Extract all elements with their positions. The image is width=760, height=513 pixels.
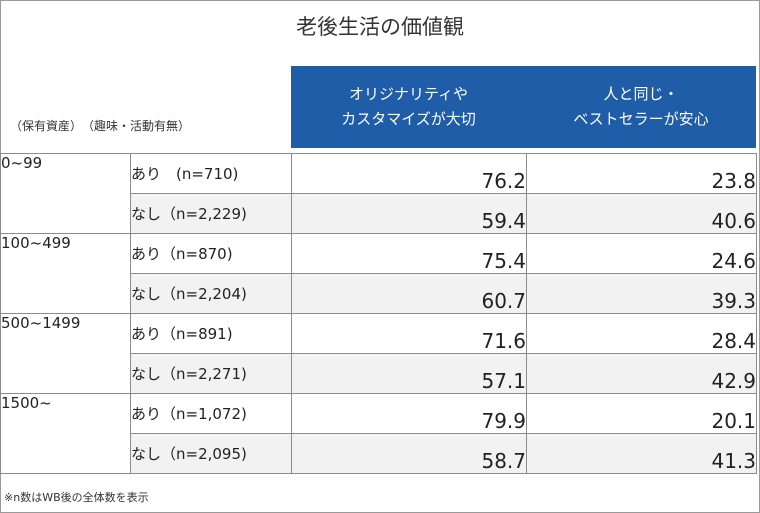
value-cell-bestseller: 40.6: [526, 193, 757, 234]
value-cell-originality: 79.9: [291, 393, 527, 434]
asset-cell: 1500~: [0, 393, 131, 474]
table-row: なし（n=2,095) 58.7 41.3: [1, 433, 757, 474]
hobby-group-label: （趣味・活動有無）: [82, 119, 191, 133]
value-cell-originality: 71.6: [291, 313, 527, 354]
value-cell-bestseller: 41.3: [526, 433, 757, 474]
hobby-cell: あり（n=891): [130, 313, 292, 354]
value-cell-bestseller: 42.9: [526, 353, 757, 394]
value-cell-bestseller: 39.3: [526, 273, 757, 314]
column-header-originality-line2: カスタマイズが大切: [341, 110, 476, 128]
asset-cell: 100~499: [0, 233, 131, 314]
footnote: ※n数はWB後の全体数を表示: [4, 491, 149, 504]
column-header-bestseller-line1: 人と同じ・: [603, 85, 679, 103]
asset-cell: 0~99: [0, 153, 131, 234]
hobby-cell: あり（n=870): [130, 233, 292, 274]
hobby-cell: なし（n=2,204): [130, 273, 292, 314]
value-cell-bestseller: 23.8: [526, 153, 757, 194]
value-cell-bestseller: 20.1: [526, 393, 757, 434]
hobby-cell: あり (n=710): [130, 153, 292, 194]
column-header-bestseller-line2: ベストセラーが安心: [573, 110, 709, 128]
value-cell-bestseller: 28.4: [526, 313, 757, 354]
chart-title: 老後生活の価値観: [296, 15, 464, 39]
hobby-cell: なし（n=2,229): [130, 193, 292, 234]
column-header-originality-line1: オリジナリティや: [348, 85, 469, 103]
data-table: 0~99 あり (n=710) 76.2 23.8 なし（n=2,229) 59…: [0, 153, 757, 474]
column-header-bestseller: 人と同じ・ ベストセラーが安心: [526, 66, 756, 148]
value-cell-originality: 59.4: [291, 193, 527, 234]
value-cell-originality: 58.7: [291, 433, 527, 474]
hobby-cell: あり（n=1,072): [130, 393, 292, 434]
value-cell-originality: 75.4: [291, 233, 527, 274]
asset-group-label: （保有資産）: [10, 119, 83, 133]
asset-cell: 500~1499: [0, 313, 131, 394]
value-cell-originality: 76.2: [291, 153, 527, 194]
table-row: なし（n=2,271) 57.1 42.9: [1, 353, 757, 394]
hobby-cell: なし（n=2,271): [130, 353, 292, 394]
table-row: 500~1499 あり（n=891) 71.6 28.4: [0, 313, 757, 394]
column-header-originality: オリジナリティや カスタマイズが大切: [291, 66, 526, 148]
value-cell-originality: 57.1: [291, 353, 527, 394]
value-cell-originality: 60.7: [291, 273, 527, 314]
table-row: なし（n=2,204) 60.7 39.3: [1, 273, 757, 314]
value-cell-bestseller: 24.6: [526, 233, 757, 274]
table-row: 1500~ あり（n=1,072) 79.9 20.1: [0, 393, 757, 474]
table-row: 100~499 あり（n=870) 75.4 24.6: [0, 233, 757, 314]
table-row: 0~99 あり (n=710) 76.2 23.8: [0, 153, 757, 234]
hobby-cell: なし（n=2,095): [130, 433, 292, 474]
